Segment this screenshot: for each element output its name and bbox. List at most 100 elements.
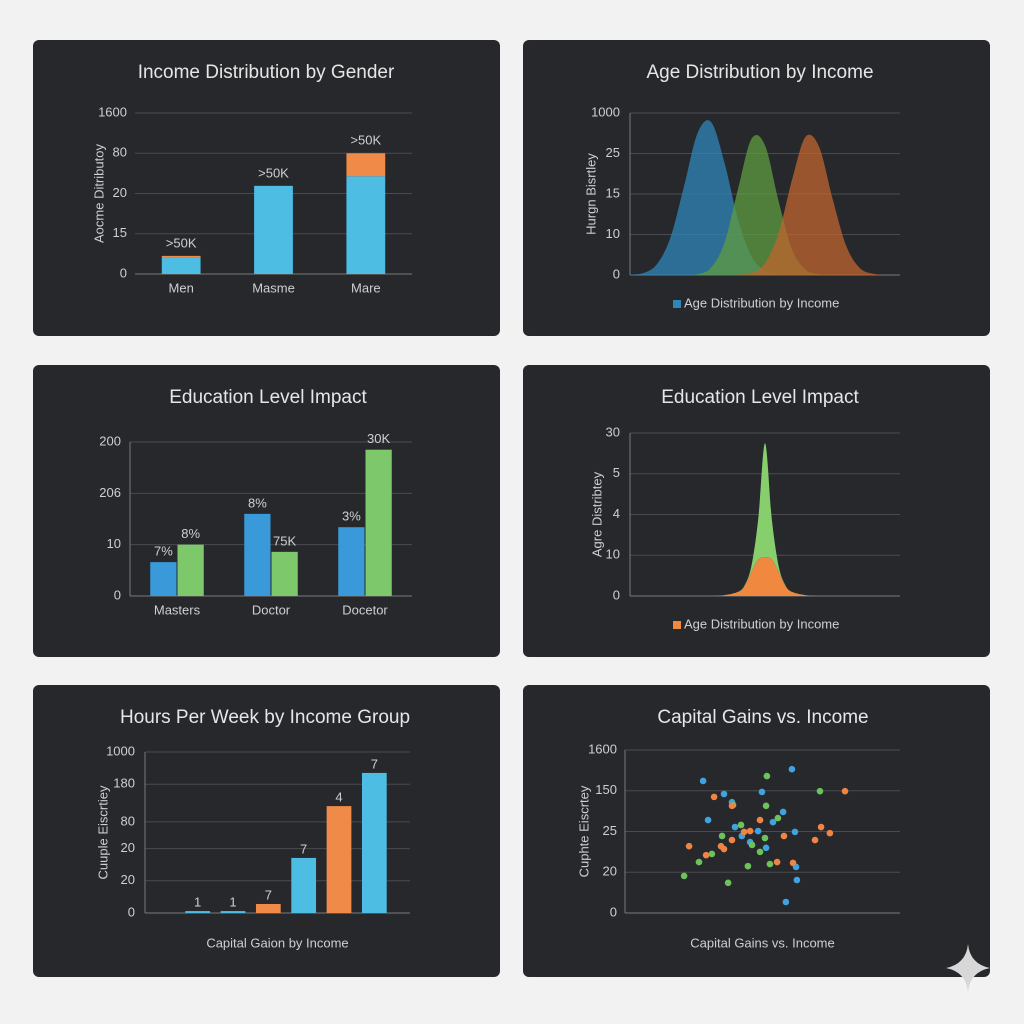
- y-tick-label: 10: [606, 547, 620, 562]
- y-tick-label: 0: [610, 904, 617, 919]
- scatter-point: [720, 790, 728, 798]
- y-tick-label: 15: [606, 185, 620, 200]
- y-tick-label: 15: [113, 225, 127, 240]
- scatter-point: [724, 879, 732, 887]
- bar-label: >50K: [166, 235, 197, 250]
- scatter-point: [817, 823, 825, 831]
- area: [630, 120, 900, 276]
- y-tick-label: 180: [113, 776, 135, 791]
- scatter-point: [754, 827, 762, 835]
- scatter-point: [816, 787, 824, 795]
- scatter-point: [763, 772, 771, 780]
- scatter-point: [718, 832, 726, 840]
- legend-swatch: [673, 621, 681, 629]
- x-tick-label: Masme: [252, 280, 295, 295]
- bar: [326, 806, 352, 913]
- y-tick-label: 20: [603, 864, 617, 879]
- y-tick-label: 25: [606, 145, 620, 160]
- scatter-point: [811, 836, 819, 844]
- x-tick-label: Doctor: [252, 602, 291, 617]
- scatter-point: [779, 808, 787, 816]
- y-tick-label: 20: [121, 840, 135, 855]
- x-tick-label: Docetor: [342, 602, 388, 617]
- area: [630, 134, 900, 276]
- chart-title: Age Distribution by Income: [646, 62, 873, 83]
- scatter-point: [841, 787, 849, 795]
- scatter-point: [728, 836, 736, 844]
- y-tick-label: 1600: [588, 741, 617, 756]
- scatter-point: [826, 829, 834, 837]
- y-tick-label: 25: [603, 823, 617, 838]
- scatter-point: [695, 858, 703, 866]
- scatter-point: [773, 858, 781, 866]
- bar: [220, 911, 246, 913]
- scatter-point: [762, 802, 770, 810]
- y-axis-label: Agre Distribtey: [589, 471, 604, 557]
- scatter-point: [708, 850, 716, 858]
- bar-segment: [346, 176, 386, 274]
- scatter-point: [788, 765, 796, 773]
- sparkle-icon: [946, 944, 990, 992]
- bar-label: 8%: [181, 526, 200, 541]
- scatter-point: [728, 802, 736, 810]
- scatter-point: [782, 898, 790, 906]
- x-tick-label: Masters: [154, 602, 201, 617]
- bar-label: 7%: [154, 544, 173, 559]
- y-tick-label: 10: [107, 536, 121, 551]
- y-tick-label: 0: [128, 904, 135, 919]
- card: [523, 365, 990, 657]
- bar: [185, 911, 211, 913]
- y-tick-label: 0: [120, 265, 127, 280]
- y-tick-label: 1600: [98, 104, 127, 119]
- scatter-point: [748, 841, 756, 849]
- scatter-point: [756, 816, 764, 824]
- bar-label: >50K: [258, 165, 289, 180]
- bar: [255, 903, 281, 913]
- y-tick-label: 1000: [591, 104, 620, 119]
- bar-segment: [346, 153, 386, 177]
- bar-segment: [254, 185, 293, 274]
- bar-label: 30K: [367, 431, 390, 446]
- y-tick-label: 80: [121, 813, 135, 828]
- bar-label: 75K: [273, 533, 296, 548]
- scatter-point: [780, 832, 788, 840]
- y-tick-label: 0: [613, 587, 620, 602]
- y-axis-label: Cuphte Eiscrtey: [576, 785, 591, 877]
- bar: [361, 772, 387, 913]
- x-axis-label: Capital Gains vs. Income: [690, 935, 835, 950]
- bar: [338, 527, 365, 596]
- x-tick-label: Men: [169, 280, 194, 295]
- scatter-point: [791, 828, 799, 836]
- scatter-point: [740, 828, 748, 836]
- y-tick-label: 150: [595, 782, 617, 797]
- y-tick-label: 1000: [106, 743, 135, 758]
- bar: [244, 513, 271, 596]
- scatter-point: [761, 834, 769, 842]
- y-tick-label: 10: [606, 226, 620, 241]
- y-tick-label: 206: [99, 485, 121, 500]
- legend-label: Age Distribution by Income: [684, 616, 839, 631]
- scatter-point: [680, 872, 688, 880]
- scatter-point: [731, 823, 739, 831]
- scatter-point: [789, 859, 797, 867]
- bar: [177, 544, 204, 596]
- scatter-point: [769, 818, 777, 826]
- legend-swatch: [673, 300, 681, 308]
- bar-label: 4: [335, 790, 342, 805]
- scatter-point: [762, 844, 770, 852]
- y-tick-label: 5: [613, 465, 620, 480]
- bar-label: >50K: [350, 133, 381, 148]
- scatter-point: [793, 876, 801, 884]
- scatter-point: [756, 848, 764, 856]
- scatter-point: [746, 827, 754, 835]
- x-axis-label: Capital Gaion by Income: [206, 935, 348, 950]
- scatter-point: [766, 860, 774, 868]
- y-tick-label: 4: [613, 506, 620, 521]
- scatter-point: [737, 821, 745, 829]
- scatter-point: [702, 851, 710, 859]
- bar-label: 1: [194, 895, 201, 910]
- bar-segment: [161, 257, 201, 274]
- chart-title: Education Level Impact: [169, 387, 367, 408]
- y-axis-label: Cuuple Eiscrtiey: [95, 785, 110, 879]
- scatter-point: [744, 862, 752, 870]
